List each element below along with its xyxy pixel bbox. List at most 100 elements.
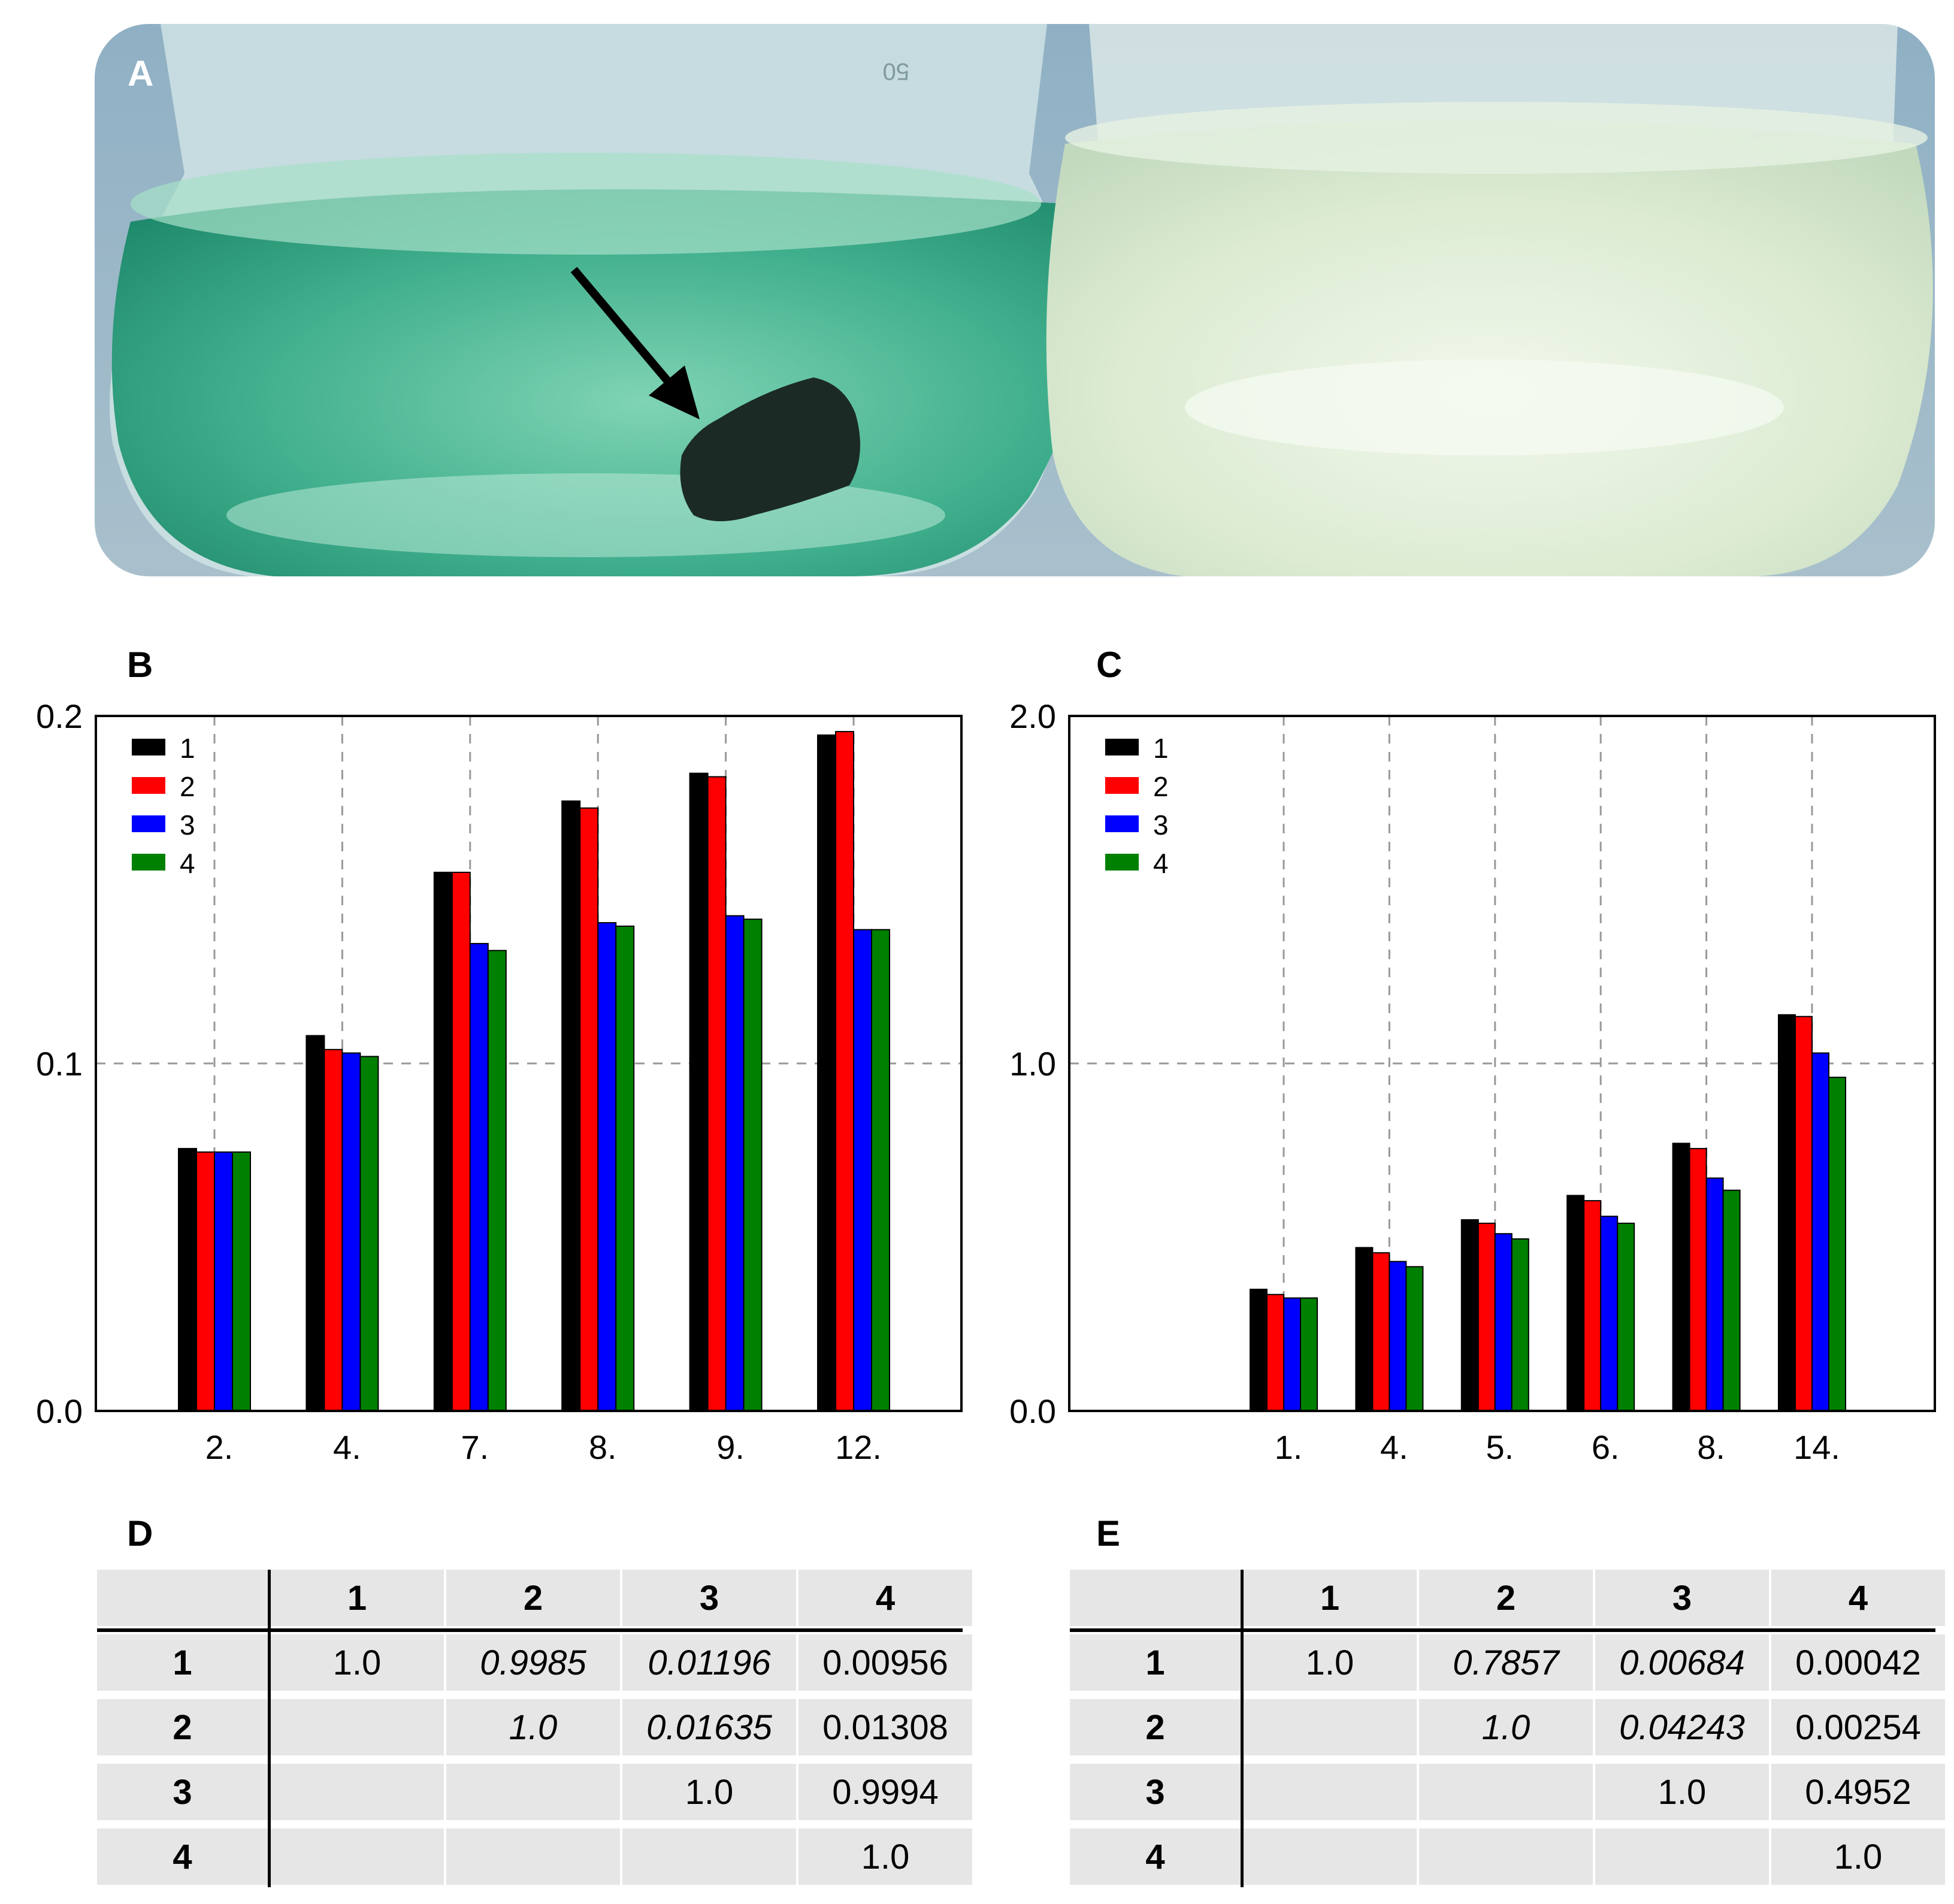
legend-label-2: 2 bbox=[1153, 771, 1169, 802]
bar-series-4-4 bbox=[1405, 1266, 1424, 1412]
bar-series-2-14 bbox=[1795, 1016, 1813, 1412]
y-tick-label: 0.0 bbox=[1009, 1392, 1056, 1430]
x-tick-label: 7. bbox=[461, 1428, 489, 1466]
table-d: 1 2 3 4 1 1.0 0.9985 0.01196 0.00956 2 1.0 0.01635 0… bbox=[97, 1570, 972, 1887]
x-tick-label: 9. bbox=[716, 1428, 745, 1466]
table-cell: 0.00254 bbox=[1771, 1699, 1945, 1755]
table-cell: 0.01196 bbox=[622, 1634, 796, 1691]
bar-series-4-5 bbox=[1511, 1238, 1529, 1412]
row-header-separator bbox=[268, 1570, 271, 1887]
bar-series-3-7 bbox=[469, 942, 489, 1412]
table-row-label: 3 bbox=[97, 1764, 268, 1820]
bar-series-3-4 bbox=[1389, 1261, 1407, 1412]
panel-b-label: B bbox=[127, 645, 153, 685]
row-header-separator bbox=[1241, 1570, 1244, 1887]
table-cell bbox=[1419, 1829, 1593, 1885]
chart-c: 0.0 1.0 2.0 1. 4. 5. 6. 8. 14. 1 2 3 4 bbox=[1009, 697, 1936, 1466]
bar-series-3-8 bbox=[597, 922, 617, 1412]
table-cell bbox=[622, 1829, 796, 1885]
table-row-label: 1 bbox=[97, 1634, 268, 1691]
table-cell: 1.0 bbox=[622, 1764, 796, 1820]
bar-series-1-8 bbox=[561, 800, 581, 1412]
bar-series-2-6 bbox=[1583, 1200, 1602, 1412]
table-header-cell: 4 bbox=[1771, 1570, 1945, 1626]
table-cell bbox=[270, 1699, 444, 1755]
panel-d-label: D bbox=[127, 1513, 153, 1554]
table-header-cell bbox=[97, 1570, 268, 1626]
legend-label-1: 1 bbox=[1153, 733, 1169, 764]
table-row-label: 1 bbox=[1070, 1634, 1241, 1691]
bar-series-1-6 bbox=[1566, 1195, 1585, 1412]
bar-series-3-9 bbox=[725, 915, 745, 1412]
panel-e-label: E bbox=[1096, 1513, 1121, 1554]
table-cell: 1.0 bbox=[1595, 1764, 1769, 1820]
x-tick-label: 4. bbox=[333, 1428, 361, 1466]
x-tick-label: 2. bbox=[205, 1428, 234, 1466]
table-row-label: 4 bbox=[97, 1829, 268, 1885]
bar-series-4-8 bbox=[1722, 1189, 1741, 1412]
legend-swatch-4 bbox=[1105, 854, 1139, 871]
y-tick-label: 0.1 bbox=[36, 1045, 83, 1083]
bar-series-1-12 bbox=[817, 734, 836, 1412]
table-row-label: 4 bbox=[1070, 1829, 1241, 1885]
bar-series-4-6 bbox=[1617, 1222, 1635, 1412]
legend-label-4: 4 bbox=[180, 848, 195, 879]
table-cell: 0.4952 bbox=[1771, 1764, 1945, 1820]
bar-series-4-4 bbox=[359, 1056, 379, 1412]
bar-series-4-1 bbox=[1300, 1297, 1318, 1412]
table-cell: 1.0 bbox=[1243, 1634, 1417, 1691]
table-cell bbox=[270, 1764, 444, 1820]
legend-swatch-2 bbox=[1105, 777, 1139, 794]
table-cell: 1.0 bbox=[270, 1634, 444, 1691]
y-tick-label: 0.0 bbox=[36, 1392, 83, 1430]
x-tick-label: 14. bbox=[1793, 1428, 1840, 1466]
bar-series-3-5 bbox=[1494, 1233, 1513, 1412]
bar-series-1-14 bbox=[1778, 1014, 1796, 1412]
bar-series-3-8 bbox=[1705, 1177, 1724, 1412]
table-cell bbox=[1595, 1829, 1769, 1885]
chart-b: 0.0 0.1 0.2 2. 4. 7. 8. 9. 12. 1 2 3 4 bbox=[36, 697, 963, 1466]
flask-photo: 50 bbox=[95, 24, 1935, 576]
bar-series-1-9 bbox=[689, 772, 709, 1412]
y-tick-label: 0.2 bbox=[36, 697, 83, 735]
x-tick-label: 8. bbox=[589, 1428, 617, 1466]
table-cell: 1.0 bbox=[798, 1829, 972, 1885]
bar-series-2-8 bbox=[1689, 1148, 1707, 1412]
table-cell bbox=[1243, 1699, 1417, 1755]
bar-series-3-2 bbox=[214, 1151, 233, 1412]
bar-series-4-7 bbox=[487, 950, 507, 1412]
legend-label-4: 4 bbox=[1153, 848, 1169, 879]
table-cell: 0.7857 bbox=[1419, 1634, 1593, 1691]
table-header-cell: 2 bbox=[1419, 1570, 1593, 1626]
bar-series-3-12 bbox=[853, 929, 872, 1412]
legend-label-3: 3 bbox=[1153, 809, 1169, 841]
legend-label-3: 3 bbox=[180, 809, 195, 841]
table-row-label: 2 bbox=[1070, 1699, 1241, 1755]
table-header-cell: 1 bbox=[1243, 1570, 1417, 1626]
bar-series-3-1 bbox=[1283, 1297, 1301, 1412]
bar-series-2-7 bbox=[451, 872, 471, 1412]
bar-series-2-4 bbox=[1372, 1252, 1390, 1412]
table-cell: 0.00042 bbox=[1771, 1634, 1945, 1691]
table-cell: 1.0 bbox=[1771, 1829, 1945, 1885]
bar-series-4-14 bbox=[1828, 1077, 1846, 1412]
table-cell bbox=[1243, 1829, 1417, 1885]
biomass-clump bbox=[680, 377, 860, 521]
header-separator bbox=[1070, 1628, 1935, 1632]
bar-series-2-2 bbox=[196, 1151, 215, 1412]
x-tick-label: 8. bbox=[1697, 1428, 1725, 1466]
table-header-cell: 3 bbox=[1595, 1570, 1769, 1626]
bar-series-4-9 bbox=[743, 918, 763, 1412]
table-row-label: 3 bbox=[1070, 1764, 1241, 1820]
bar-series-3-4 bbox=[341, 1052, 361, 1412]
table-header-cell bbox=[1070, 1570, 1241, 1626]
table-cell: 0.9985 bbox=[446, 1634, 620, 1691]
bar-series-4-2 bbox=[232, 1151, 251, 1412]
arrow-head bbox=[649, 365, 700, 419]
table-header-cell: 4 bbox=[798, 1570, 972, 1626]
bar-series-1-2 bbox=[178, 1148, 197, 1412]
flask-volume-mark: 50 bbox=[883, 58, 910, 84]
bar-series-1-7 bbox=[433, 872, 453, 1412]
panel-c-label: C bbox=[1096, 645, 1123, 685]
table-cell: 0.9994 bbox=[798, 1764, 972, 1820]
